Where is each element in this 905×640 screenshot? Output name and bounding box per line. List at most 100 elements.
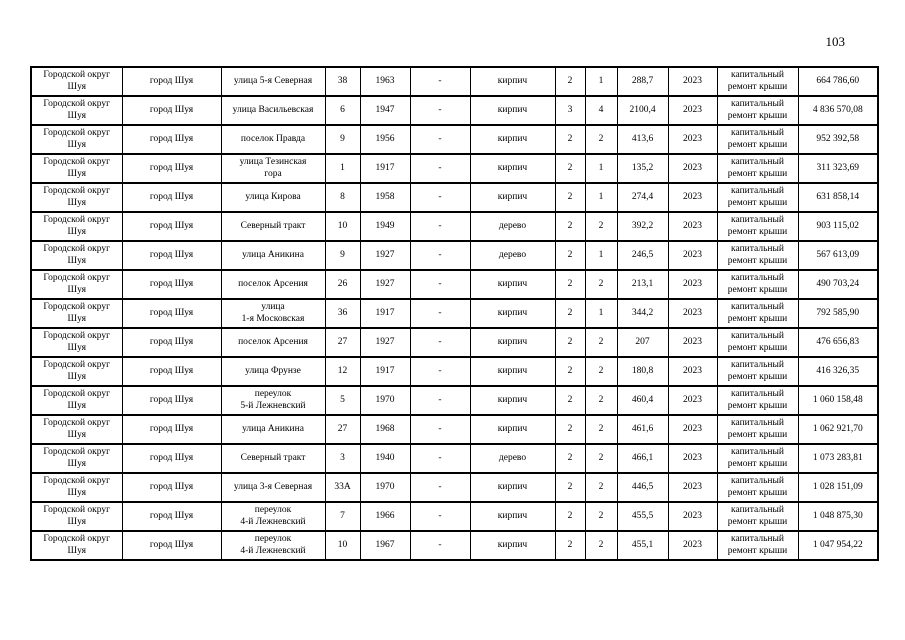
cell-cost: 4 836 570,08 bbox=[797, 95, 879, 126]
cell-year_built: 1917 bbox=[359, 153, 411, 184]
cell-plan_year: 2023 bbox=[667, 66, 718, 97]
cell-settlement: город Шуя bbox=[121, 530, 222, 561]
cell-year_built: 1947 bbox=[359, 95, 411, 126]
cell-cost: 311 323,69 bbox=[797, 153, 879, 184]
cell-street: поселок Правда bbox=[220, 124, 326, 155]
cell-cost: 416 326,35 bbox=[797, 356, 879, 387]
cell-plan_year: 2023 bbox=[667, 211, 718, 242]
cell-street: поселок Арсения bbox=[220, 269, 326, 300]
cell-entrances: 2 bbox=[584, 211, 618, 242]
cell-area: 413,6 bbox=[616, 124, 669, 155]
cell-material: дерево bbox=[469, 443, 556, 474]
cell-settlement: город Шуя bbox=[121, 327, 222, 358]
cell-work_type: капитальный ремонт крыши bbox=[716, 414, 799, 445]
cell-district: Городской округ Шуя bbox=[30, 501, 123, 532]
cell-work_type: капитальный ремонт крыши bbox=[716, 153, 799, 184]
cell-house: 27 bbox=[324, 327, 361, 358]
cell-work_type: капитальный ремонт крыши bbox=[716, 240, 799, 271]
cell-street: улица 3-я Северная bbox=[220, 472, 326, 503]
cell-street: переулок 5-й Лежневский bbox=[220, 385, 326, 416]
cell-dash: - bbox=[409, 298, 471, 329]
cell-work_type: капитальный ремонт крыши bbox=[716, 443, 799, 474]
cell-work_type: капитальный ремонт крыши bbox=[716, 472, 799, 503]
table-row: Городской округ Шуя город Шуя улица 5-я Се… bbox=[30, 66, 879, 97]
cell-plan_year: 2023 bbox=[667, 269, 718, 300]
cell-street: улица Тезинская гора bbox=[220, 153, 326, 184]
cell-district: Городской округ Шуя bbox=[30, 95, 123, 126]
cell-district: Городской округ Шуя bbox=[30, 443, 123, 474]
cell-house: 27 bbox=[324, 414, 361, 445]
cell-work_type: капитальный ремонт крыши bbox=[716, 530, 799, 561]
cell-district: Городской округ Шуя bbox=[30, 414, 123, 445]
cell-material: кирпич bbox=[469, 153, 556, 184]
cell-area: 460,4 bbox=[616, 385, 669, 416]
cell-district: Городской округ Шуя bbox=[30, 66, 123, 97]
table-row: Городской округ Шуя город Шуя улица Аникин… bbox=[30, 414, 879, 445]
cell-year_built: 1967 bbox=[359, 530, 411, 561]
cell-dash: - bbox=[409, 385, 471, 416]
cell-house: 9 bbox=[324, 124, 361, 155]
cell-settlement: город Шуя bbox=[121, 95, 222, 126]
cell-district: Городской округ Шуя bbox=[30, 472, 123, 503]
cell-floors: 2 bbox=[554, 269, 586, 300]
cell-cost: 1 060 158,48 bbox=[797, 385, 879, 416]
cell-plan_year: 2023 bbox=[667, 501, 718, 532]
cell-cost: 664 786,60 bbox=[797, 66, 879, 97]
cell-material: кирпич bbox=[469, 124, 556, 155]
cell-street: улица Васильевская bbox=[220, 95, 326, 126]
cell-dash: - bbox=[409, 124, 471, 155]
cell-work_type: капитальный ремонт крыши bbox=[716, 298, 799, 329]
cell-entrances: 2 bbox=[584, 443, 618, 474]
cell-work_type: капитальный ремонт крыши bbox=[716, 269, 799, 300]
cell-entrances: 2 bbox=[584, 124, 618, 155]
cell-work_type: капитальный ремонт крыши bbox=[716, 124, 799, 155]
cell-house: 8 bbox=[324, 182, 361, 213]
cell-street: переулок 4-й Лежневский bbox=[220, 530, 326, 561]
cell-entrances: 2 bbox=[584, 327, 618, 358]
cell-house: 1 bbox=[324, 153, 361, 184]
cell-floors: 2 bbox=[554, 153, 586, 184]
table-row: Городской округ Шуя город Шуя улица Кирова… bbox=[30, 182, 879, 213]
cell-cost: 1 048 875,30 bbox=[797, 501, 879, 532]
cell-material: дерево bbox=[469, 240, 556, 271]
cell-area: 288,7 bbox=[616, 66, 669, 97]
cell-district: Городской округ Шуя bbox=[30, 356, 123, 387]
cell-dash: - bbox=[409, 153, 471, 184]
cell-house: 7 bbox=[324, 501, 361, 532]
cell-settlement: город Шуя bbox=[121, 385, 222, 416]
cell-settlement: город Шуя bbox=[121, 240, 222, 271]
cell-district: Городской округ Шуя bbox=[30, 153, 123, 184]
cell-dash: - bbox=[409, 356, 471, 387]
cell-dash: - bbox=[409, 95, 471, 126]
cell-district: Городской округ Шуя bbox=[30, 240, 123, 271]
cell-area: 455,1 bbox=[616, 530, 669, 561]
cell-area: 344,2 bbox=[616, 298, 669, 329]
cell-plan_year: 2023 bbox=[667, 443, 718, 474]
table-row: Городской округ Шуя город Шуя улица 3-я Се… bbox=[30, 472, 879, 503]
cell-area: 213,1 bbox=[616, 269, 669, 300]
cell-settlement: город Шуя bbox=[121, 443, 222, 474]
cell-year_built: 1970 bbox=[359, 472, 411, 503]
table-row: Городской округ Шуя город Шуя улица Фрунзе… bbox=[30, 356, 879, 387]
cell-settlement: город Шуя bbox=[121, 211, 222, 242]
cell-dash: - bbox=[409, 211, 471, 242]
cell-settlement: город Шуя bbox=[121, 414, 222, 445]
table-row: Городской округ Шуя город Шуя улица Аникин… bbox=[30, 240, 879, 271]
cell-plan_year: 2023 bbox=[667, 414, 718, 445]
cell-area: 2100,4 bbox=[616, 95, 669, 126]
cell-year_built: 1927 bbox=[359, 240, 411, 271]
table-row: Городской округ Шуя город Шуя Северный тра… bbox=[30, 211, 879, 242]
cell-year_built: 1917 bbox=[359, 298, 411, 329]
cell-settlement: город Шуя bbox=[121, 124, 222, 155]
cell-dash: - bbox=[409, 327, 471, 358]
cell-cost: 631 858,14 bbox=[797, 182, 879, 213]
cell-year_built: 1927 bbox=[359, 327, 411, 358]
cell-street: поселок Арсения bbox=[220, 327, 326, 358]
cell-settlement: город Шуя bbox=[121, 298, 222, 329]
cell-material: кирпич bbox=[469, 269, 556, 300]
table-row: Городской округ Шуя город Шуя переулок 4-й… bbox=[30, 501, 879, 532]
cell-street: улица 1-я Московская bbox=[220, 298, 326, 329]
cell-material: кирпич bbox=[469, 530, 556, 561]
cell-floors: 2 bbox=[554, 443, 586, 474]
cell-floors: 2 bbox=[554, 530, 586, 561]
